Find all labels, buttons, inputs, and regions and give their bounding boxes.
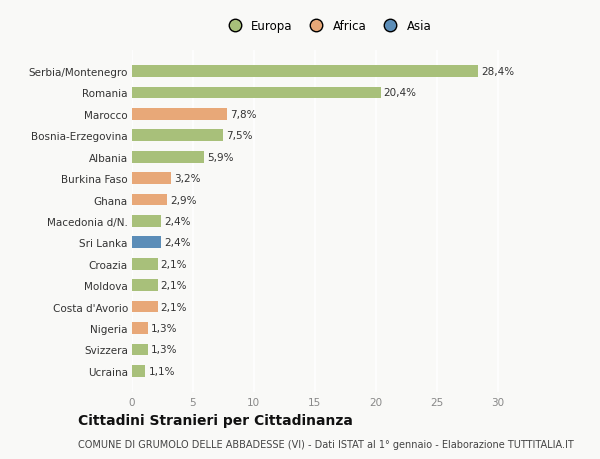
Text: 7,5%: 7,5% bbox=[226, 131, 253, 141]
Text: 28,4%: 28,4% bbox=[481, 67, 514, 77]
Bar bbox=[132, 173, 171, 185]
Bar bbox=[132, 344, 148, 356]
Text: 2,4%: 2,4% bbox=[164, 217, 191, 226]
Text: 2,1%: 2,1% bbox=[161, 280, 187, 291]
Bar bbox=[132, 87, 380, 99]
Text: 2,4%: 2,4% bbox=[164, 238, 191, 248]
Bar bbox=[132, 151, 204, 163]
Text: 1,3%: 1,3% bbox=[151, 345, 178, 355]
Text: Cittadini Stranieri per Cittadinanza: Cittadini Stranieri per Cittadinanza bbox=[78, 414, 353, 428]
Text: 1,3%: 1,3% bbox=[151, 323, 178, 333]
Text: 3,2%: 3,2% bbox=[174, 174, 200, 184]
Text: 1,1%: 1,1% bbox=[148, 366, 175, 376]
Text: 2,9%: 2,9% bbox=[170, 195, 197, 205]
Bar bbox=[132, 109, 227, 121]
Bar bbox=[132, 365, 145, 377]
Text: 2,1%: 2,1% bbox=[161, 259, 187, 269]
Bar bbox=[132, 194, 167, 206]
Text: 2,1%: 2,1% bbox=[161, 302, 187, 312]
Text: 5,9%: 5,9% bbox=[207, 152, 233, 162]
Bar bbox=[132, 216, 161, 227]
Bar bbox=[132, 237, 161, 249]
Bar bbox=[132, 258, 158, 270]
Bar bbox=[132, 322, 148, 334]
Bar bbox=[132, 280, 158, 291]
Text: 20,4%: 20,4% bbox=[383, 88, 416, 98]
Text: COMUNE DI GRUMOLO DELLE ABBADESSE (VI) - Dati ISTAT al 1° gennaio - Elaborazione: COMUNE DI GRUMOLO DELLE ABBADESSE (VI) -… bbox=[78, 440, 574, 449]
Legend: Europa, Africa, Asia: Europa, Africa, Asia bbox=[218, 15, 436, 38]
Bar bbox=[132, 130, 223, 142]
Bar bbox=[132, 66, 478, 78]
Bar bbox=[132, 301, 158, 313]
Text: 7,8%: 7,8% bbox=[230, 110, 257, 120]
